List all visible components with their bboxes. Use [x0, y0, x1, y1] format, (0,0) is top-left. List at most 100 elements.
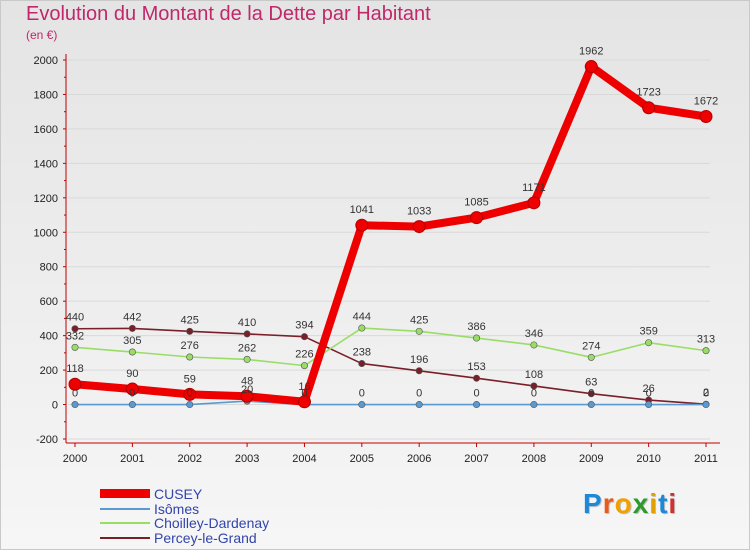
point-isomes: [358, 401, 366, 409]
x-tick-label: 2005: [350, 453, 374, 465]
data-label-cusey: 16: [298, 381, 310, 393]
point-cusey: [125, 382, 139, 396]
data-label-isomes: 20: [241, 384, 253, 396]
point-cusey: [642, 101, 656, 115]
chart-title: Evolution du Montant de la Dette par Hab…: [26, 3, 431, 25]
y-tick-label: 1800: [34, 89, 58, 101]
data-label-isomes: 0: [359, 388, 365, 400]
point-isomes: [473, 401, 481, 409]
series-line-choilley-dardenay: [74, 327, 707, 367]
data-label-percey-le-grand: 108: [525, 369, 543, 381]
data-label-cusey: 48: [241, 375, 253, 387]
data-label-isomes: 0: [416, 388, 422, 400]
data-label-choilley-dardenay: 444: [353, 311, 371, 323]
point-choilley-dardenay: [71, 343, 79, 351]
data-label-isomes: 0: [588, 388, 594, 400]
point-cusey: [412, 220, 426, 234]
data-label-choilley-dardenay: 274: [582, 340, 600, 352]
x-tick-label: 2006: [407, 453, 431, 465]
data-label-isomes: 0: [301, 388, 307, 400]
y-tick-label: 2000: [34, 55, 58, 67]
y-tick-label: 200: [40, 365, 58, 377]
legend-item-cusey: CUSEY: [100, 486, 202, 501]
logo-letter: t: [658, 488, 669, 519]
data-label-choilley-dardenay: 276: [181, 340, 199, 352]
point-cusey: [699, 110, 713, 124]
y-tick-label: 600: [40, 296, 58, 308]
series-line-isomes: [74, 400, 707, 406]
data-label-cusey: 1962: [579, 46, 603, 58]
data-label-percey-le-grand: 442: [123, 311, 141, 323]
point-percey-le-grand: [587, 390, 595, 398]
point-cusey: [584, 60, 598, 74]
x-tick-label: 2004: [292, 453, 316, 465]
x-tick-label: 2010: [636, 453, 660, 465]
data-label-cusey: 118: [66, 363, 84, 375]
point-cusey: [68, 377, 82, 391]
x-tick-label: 2008: [522, 453, 546, 465]
data-label-choilley-dardenay: 262: [238, 342, 256, 354]
point-choilley-dardenay: [530, 341, 538, 349]
data-label-choilley-dardenay: 346: [525, 328, 543, 340]
axis-layer: -200020040060080010001200140016001800200…: [34, 54, 720, 465]
grid-layer: [68, 59, 710, 440]
point-isomes: [530, 401, 538, 409]
series-layer: [68, 60, 713, 409]
point-choilley-dardenay: [128, 348, 136, 356]
data-label-percey-le-grand: 425: [181, 314, 199, 326]
point-cusey: [527, 196, 541, 210]
data-label-choilley-dardenay: 425: [410, 314, 428, 326]
point-choilley-dardenay: [358, 324, 366, 332]
point-percey-le-grand: [71, 325, 79, 333]
legend-label-choilley-dardenay: Choilley-Dardenay: [154, 514, 270, 531]
data-label-percey-le-grand: 238: [353, 347, 371, 359]
point-isomes: [186, 401, 194, 409]
point-isomes: [71, 401, 79, 409]
data-label-isomes: 0: [187, 388, 193, 400]
data-label-percey-le-grand: 26: [643, 383, 655, 395]
proxiti-logo: Proxiti: [583, 488, 677, 520]
series-line-percey-le-grand: [74, 327, 707, 406]
point-isomes: [587, 401, 595, 409]
logo-letter: o: [614, 488, 633, 519]
point-percey-le-grand: [128, 324, 136, 332]
point-percey-le-grand: [415, 367, 423, 375]
y-tick-label: 1000: [34, 227, 58, 239]
data-label-choilley-dardenay: 359: [639, 326, 657, 338]
legend-label-percey-le-grand: Percey-le-Grand: [154, 529, 257, 546]
point-percey-le-grand: [300, 333, 308, 341]
data-label-percey-le-grand: 153: [467, 361, 485, 373]
point-choilley-dardenay: [243, 355, 251, 363]
data-label-isomes: 0: [703, 388, 709, 400]
point-choilley-dardenay: [473, 334, 481, 342]
data-label-isomes: 0: [531, 388, 537, 400]
data-label-percey-le-grand: 410: [238, 317, 256, 329]
data-label-cusey: 90: [126, 368, 138, 380]
point-percey-le-grand: [530, 382, 538, 390]
data-label-percey-le-grand: 440: [66, 312, 84, 324]
legend-swatch-cusey: [100, 489, 150, 498]
data-label-choilley-dardenay: 386: [467, 321, 485, 333]
x-tick-label: 2007: [464, 453, 488, 465]
x-tick-label: 2003: [235, 453, 259, 465]
data-label-percey-le-grand: 196: [410, 354, 428, 366]
y-tick-label: 800: [40, 262, 58, 274]
y-tick-label: 400: [40, 331, 58, 343]
series-line-cusey: [71, 62, 710, 406]
point-cusey: [240, 389, 254, 403]
data-label-cusey: 1041: [350, 204, 374, 216]
point-percey-le-grand: [473, 374, 481, 382]
logo-letter: i: [649, 488, 659, 519]
logo-letter: P: [583, 488, 603, 519]
point-choilley-dardenay: [645, 339, 653, 347]
data-label-isomes: 0: [129, 388, 135, 400]
y-tick-label: 1200: [34, 193, 58, 205]
legend-swatch-choilley-dardenay: [100, 521, 150, 524]
point-choilley-dardenay: [702, 347, 710, 355]
legend-swatch-percey-le-grand: [100, 536, 150, 539]
logo-letter: r: [602, 488, 615, 519]
data-label-isomes: 0: [72, 388, 78, 400]
legend-item-isomes: Isômes: [100, 501, 199, 516]
point-percey-le-grand: [243, 330, 251, 338]
